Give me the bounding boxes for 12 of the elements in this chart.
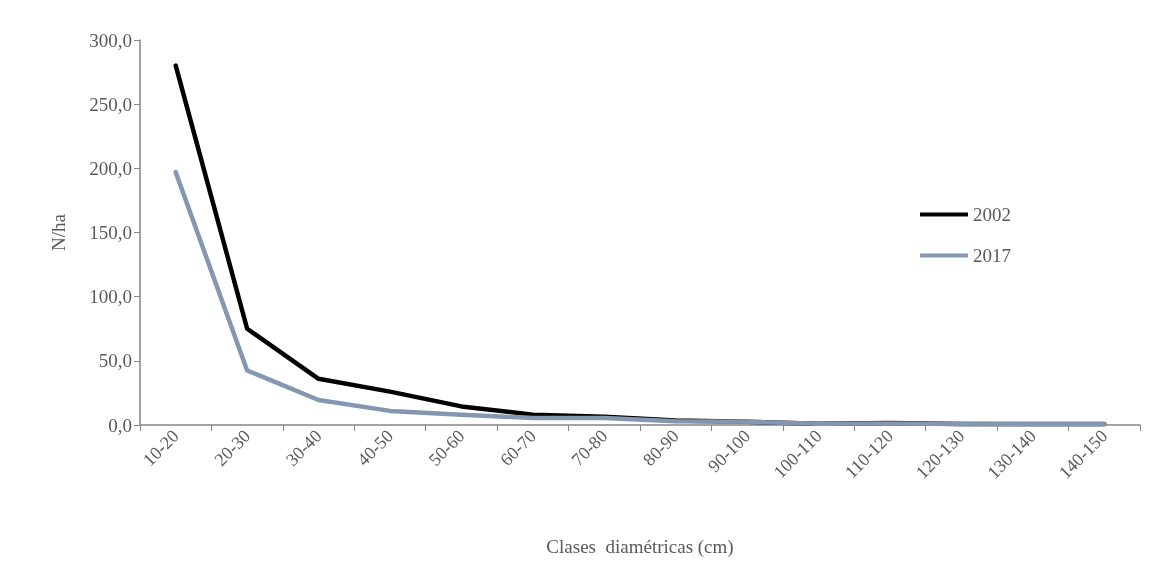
y-tick-label: 250,0 bbox=[89, 93, 132, 115]
x-axis-title: Clases diamétricas (cm) bbox=[546, 536, 734, 558]
y-tick-label: 200,0 bbox=[89, 157, 132, 179]
y-tick-label: 300,0 bbox=[89, 29, 132, 51]
y-axis-title: N/ha bbox=[48, 213, 69, 251]
y-tick-label: 150,0 bbox=[89, 222, 132, 243]
legend-label: 2002 bbox=[973, 204, 1011, 225]
line-series bbox=[173, 169, 1107, 427]
y-tick-label: 0,0 bbox=[108, 414, 132, 436]
y-tick-label: 50,0 bbox=[98, 350, 132, 372]
y-tick-label: 100,0 bbox=[89, 286, 132, 308]
legend-label: 2017 bbox=[973, 245, 1011, 266]
